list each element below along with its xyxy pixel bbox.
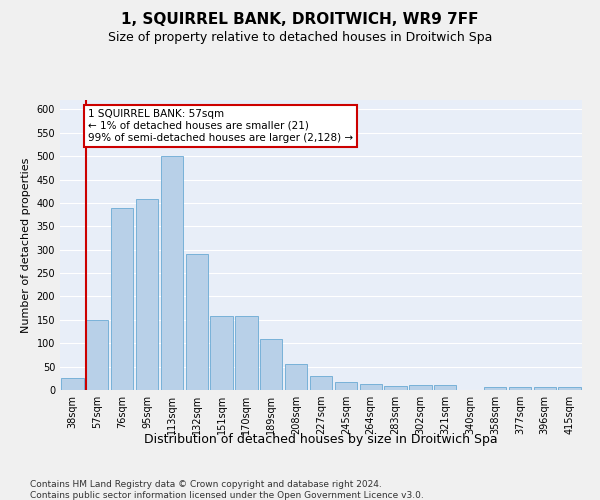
Bar (161, 156, 183, 390)
Text: 1 SQUIRREL BANK: 57sqm
← 1% of detached houses are smaller (21)
99% of semi-deta: 1 SQUIRREL BANK: 57sqm ← 1% of detached … (88, 110, 353, 142)
Bar (235, 316, 257, 390)
Bar (385, 386, 407, 390)
Bar (111, 208, 133, 390)
Bar (310, 376, 332, 390)
Bar (434, 386, 457, 390)
Text: Distribution of detached houses by size in Droitwich Spa: Distribution of detached houses by size … (144, 432, 498, 446)
Bar (185, 254, 208, 390)
Bar (533, 386, 556, 390)
Bar (559, 387, 581, 390)
Bar (359, 384, 382, 390)
Bar (335, 382, 357, 390)
Text: Contains HM Land Registry data © Crown copyright and database right 2024.
Contai: Contains HM Land Registry data © Crown c… (30, 480, 424, 500)
Bar (285, 364, 307, 390)
Bar (484, 387, 506, 390)
Bar (136, 199, 158, 390)
Y-axis label: Number of detached properties: Number of detached properties (21, 158, 31, 332)
Bar (260, 340, 283, 390)
Bar (211, 316, 233, 390)
Text: 1, SQUIRREL BANK, DROITWICH, WR9 7FF: 1, SQUIRREL BANK, DROITWICH, WR9 7FF (121, 12, 479, 28)
Text: Size of property relative to detached houses in Droitwich Spa: Size of property relative to detached ho… (108, 31, 492, 44)
Bar (409, 386, 431, 390)
Bar (61, 378, 83, 390)
Bar (509, 387, 531, 390)
Bar (86, 320, 109, 390)
